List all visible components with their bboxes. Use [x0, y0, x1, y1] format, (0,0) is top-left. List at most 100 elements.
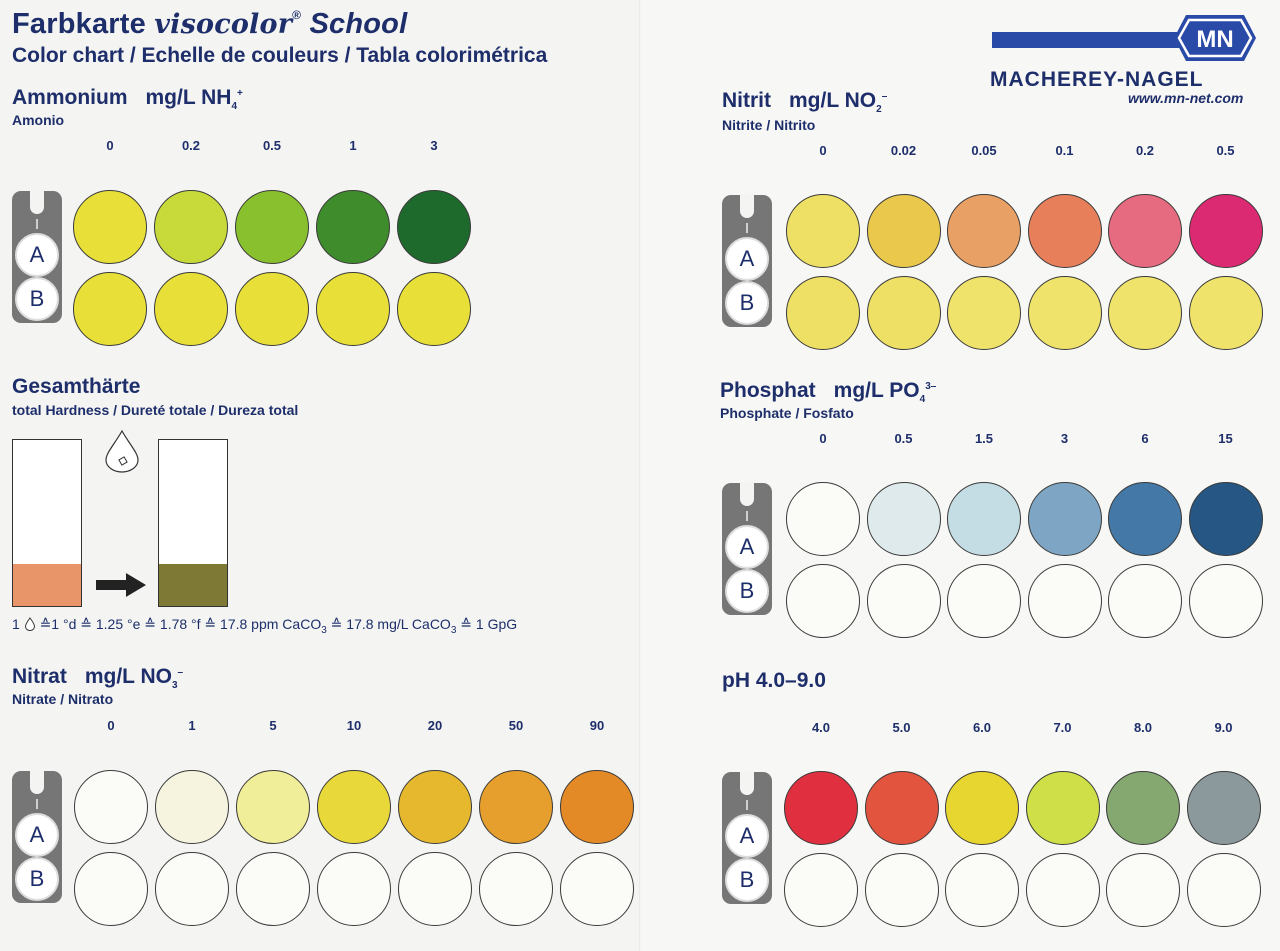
holder-label-a: A	[725, 525, 769, 569]
nitrite-title: Nitrit mg/L NO2–	[722, 89, 888, 116]
nitrate-swatch-b	[479, 852, 553, 926]
nitrate-swatch-b	[74, 852, 148, 926]
nitrate-swatch-a	[155, 770, 229, 844]
phosphate-swatch-a	[786, 482, 860, 556]
test-tube-after	[158, 439, 228, 607]
phosphate-title: Phosphat mg/L PO43–	[720, 379, 937, 406]
holder-tick	[36, 799, 38, 809]
phosphate-swatch-b	[1108, 564, 1182, 638]
nitrate-swatch-a	[317, 770, 391, 844]
fold-line	[639, 0, 641, 951]
nitrate-swatch-a	[479, 770, 553, 844]
nitrate-swatch-b	[560, 852, 634, 926]
logo-mark: MN	[1196, 26, 1233, 53]
ammonium-swatch-b	[397, 272, 471, 346]
ammonium-swatch-a	[316, 190, 390, 264]
phosphate-swatch-b	[947, 564, 1021, 638]
small-drop-icon	[24, 617, 35, 631]
phosphate-swatch-a	[1188, 482, 1263, 556]
nitrite-subtitle: Nitrite / Nitrito	[722, 117, 816, 133]
tube-after-fill	[159, 564, 227, 606]
test-tube-before	[12, 439, 82, 607]
nitrate-swatch-b	[236, 852, 310, 926]
holder-notch	[740, 771, 754, 795]
nitrite-scale-label: 0	[819, 143, 827, 158]
holder-tick	[746, 511, 748, 521]
holder-label-a: A	[15, 813, 59, 857]
holder-tick	[746, 800, 748, 810]
drop-icon	[105, 429, 139, 473]
mn-logo-badge: MN	[1174, 15, 1256, 61]
brand-visocolor: visocolor	[154, 9, 293, 40]
nitrite-swatch-b	[1027, 276, 1102, 350]
holder-label-b: B	[725, 281, 769, 325]
nitrate-scale-label: 50	[508, 718, 524, 733]
company-name: MACHEREY-NAGEL	[990, 68, 1204, 91]
nitrite-swatch-a	[1108, 194, 1182, 268]
nitrate-swatch-a	[74, 770, 148, 844]
nitrate-swatch-a	[236, 770, 310, 844]
brand-school: School	[309, 8, 408, 40]
ph-swatch-a	[1106, 771, 1180, 845]
ph-scale-label: 4.0	[811, 720, 831, 735]
holder-label-b: B	[725, 858, 769, 902]
ph-swatch-b	[1025, 853, 1100, 927]
nitrate-swatch-b	[155, 852, 229, 926]
title-prefix: Farbkarte	[12, 8, 146, 40]
ph-scale-label: 5.0	[892, 720, 911, 735]
nitrate-swatch-b	[398, 852, 472, 926]
nitrate-scale-label: 1	[188, 718, 196, 733]
nitrate-scale-label: 20	[427, 718, 443, 733]
nitrite-scale-label: 0.1	[1055, 143, 1074, 158]
ph-swatch-a	[945, 771, 1019, 845]
nitrite-swatch-a	[1027, 194, 1102, 268]
holder-notch	[30, 770, 44, 794]
hardness-formula: 1 ≙1 °d ≙ 1.25 °e ≙ 1.78 °f ≙ 17.8 ppm C…	[12, 616, 518, 636]
nitrate-scale-label: 5	[269, 718, 277, 733]
nitrite-scale-label: 0.05	[971, 143, 997, 158]
ph-swatch-a	[784, 771, 858, 845]
ammonium-swatch-b	[73, 272, 147, 346]
ammonium-swatch-a	[235, 190, 309, 264]
ammonium-swatch-b	[154, 272, 228, 346]
nitrite-scale-label: 0.5	[1216, 143, 1235, 158]
hardness-subtitle: total Hardness / Dureté totale / Dureza …	[12, 402, 299, 418]
ammonium-subtitle: Amonio	[12, 112, 65, 128]
nitrate-scale-label: 10	[346, 718, 362, 733]
nitrate-swatch-a	[398, 770, 472, 844]
company-website: www.mn-net.com	[1128, 90, 1244, 106]
ph-swatch-b	[945, 853, 1019, 927]
holder-label-a: A	[15, 233, 59, 277]
arrow-right-icon	[96, 573, 146, 597]
holder-label-b: B	[725, 569, 769, 613]
phosphate-swatch-b	[786, 564, 860, 638]
holder-notch	[30, 190, 44, 214]
nitrite-scale-label: 0.2	[1135, 143, 1155, 158]
ammonium-swatch-b	[316, 272, 390, 346]
ammonium-swatch-a	[154, 190, 228, 264]
ph-swatch-a	[1186, 771, 1261, 845]
tube-before-fill	[13, 564, 81, 606]
phosphate-scale-label: 0	[819, 431, 827, 446]
ph-swatch-a	[864, 771, 939, 845]
nitrite-swatch-a	[1188, 194, 1263, 268]
phosphate-scale-label: 15	[1218, 431, 1233, 446]
phosphate-swatch-b	[1188, 564, 1263, 638]
holder-notch	[740, 482, 754, 506]
ammonium-title: Ammonium mg/L NH4+	[12, 86, 243, 113]
ammonium-scale-label: 0	[106, 138, 114, 153]
nitrite-swatch-b	[947, 276, 1021, 350]
holder-tick	[36, 219, 38, 229]
page-title: Farbkarte visocolor® School	[12, 8, 407, 41]
phosphate-scale-label: 6	[1141, 431, 1149, 446]
ammonium-scale-label: 1	[349, 138, 357, 153]
phosphate-swatch-a	[1027, 482, 1102, 556]
ammonium-scale-label: 0.5	[262, 138, 282, 153]
ammonium-scale-label: 0.2	[181, 138, 201, 153]
ph-swatch-b	[1186, 853, 1261, 927]
holder-label-a: A	[725, 814, 769, 858]
